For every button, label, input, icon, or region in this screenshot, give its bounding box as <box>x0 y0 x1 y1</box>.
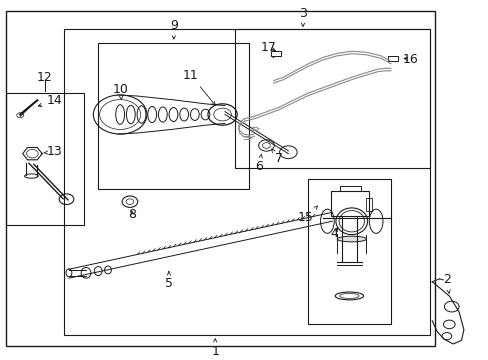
Bar <box>5 12 434 346</box>
Ellipse shape <box>336 236 366 242</box>
Bar <box>330 191 368 216</box>
Text: 15: 15 <box>297 206 317 224</box>
Text: 9: 9 <box>169 19 177 39</box>
Bar <box>307 179 390 324</box>
Text: 5: 5 <box>164 271 173 290</box>
Text: 13: 13 <box>43 145 62 158</box>
Bar <box>64 29 429 335</box>
Bar <box>339 186 360 191</box>
Text: 4: 4 <box>330 227 338 240</box>
Bar <box>271 51 281 56</box>
Bar <box>234 29 429 168</box>
Bar <box>5 93 83 225</box>
Text: 16: 16 <box>402 53 417 66</box>
Text: 2: 2 <box>442 274 450 293</box>
Bar <box>387 56 397 61</box>
Text: 8: 8 <box>128 208 136 221</box>
Text: 6: 6 <box>255 154 263 172</box>
Text: 14: 14 <box>38 94 62 107</box>
Text: 1: 1 <box>211 339 219 358</box>
Bar <box>98 44 249 189</box>
Text: 10: 10 <box>112 83 128 99</box>
Text: 12: 12 <box>37 71 52 84</box>
Bar <box>366 198 371 211</box>
Text: 11: 11 <box>183 69 215 105</box>
Text: 17: 17 <box>261 41 276 54</box>
Text: 7: 7 <box>271 149 282 166</box>
Text: 3: 3 <box>299 6 306 26</box>
